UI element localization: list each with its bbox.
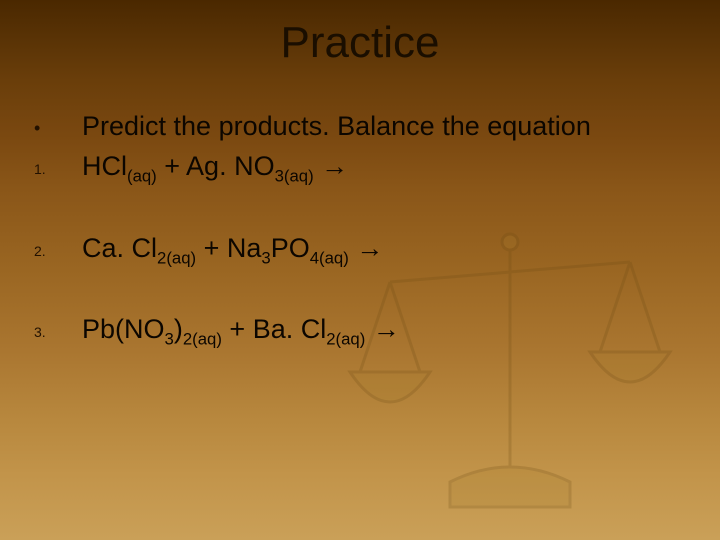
heading-row: • Predict the products. Balance the equa…: [28, 110, 700, 144]
list-item: 2. Ca. Cl2(aq) + Na3PO4(aq) →: [28, 232, 700, 266]
eq-part: + Na: [196, 233, 261, 263]
eq-part: HCl: [82, 151, 127, 181]
eq-sub: 3: [165, 330, 174, 349]
eq-part: + Ba. Cl: [222, 314, 326, 344]
eq-part: PO: [271, 233, 310, 263]
item-marker: 3.: [28, 313, 82, 340]
equation-1: HCl(aq) + Ag. NO3(aq) →: [82, 150, 348, 184]
slide-title: Practice: [0, 18, 720, 68]
bullet-marker: •: [28, 110, 82, 139]
eq-sub: 2(aq): [326, 330, 365, 349]
slide-content: • Predict the products. Balance the equa…: [28, 110, 700, 367]
eq-part: Ca. Cl: [82, 233, 157, 263]
heading-text: Predict the products. Balance the equati…: [82, 110, 591, 144]
list-item: 1. HCl(aq) + Ag. NO3(aq) →: [28, 150, 700, 184]
eq-part: + Ag. NO: [157, 151, 275, 181]
eq-sub: 2(aq): [157, 248, 196, 267]
eq-sub: (aq): [127, 166, 157, 185]
slide: Practice • Predict the products. Balance…: [0, 0, 720, 540]
equation-3: Pb(NO3)2(aq) + Ba. Cl2(aq) →: [82, 313, 400, 347]
eq-sub: 3(aq): [275, 166, 314, 185]
list-item: 3. Pb(NO3)2(aq) + Ba. Cl2(aq) →: [28, 313, 700, 347]
eq-part: [365, 314, 373, 344]
eq-sub: 2(aq): [183, 330, 222, 349]
arrow-icon: →: [373, 314, 400, 344]
eq-sub: 4(aq): [310, 248, 349, 267]
eq-part: Pb(NO: [82, 314, 165, 344]
eq-sub: 3: [261, 248, 270, 267]
equation-2: Ca. Cl2(aq) + Na3PO4(aq) →: [82, 232, 383, 266]
arrow-icon: →: [321, 151, 348, 181]
arrow-icon: →: [356, 233, 383, 263]
item-marker: 1.: [28, 150, 82, 177]
eq-part: ): [174, 314, 183, 344]
item-marker: 2.: [28, 232, 82, 259]
